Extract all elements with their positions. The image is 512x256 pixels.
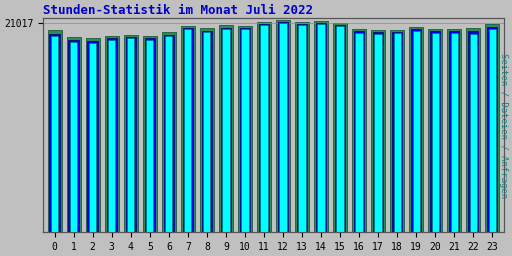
Bar: [317, 24, 325, 232]
Bar: [447, 29, 461, 232]
Bar: [470, 34, 477, 232]
Bar: [371, 30, 385, 232]
Bar: [297, 24, 307, 232]
Bar: [259, 24, 269, 232]
Bar: [411, 29, 421, 232]
Bar: [86, 38, 100, 232]
Bar: [373, 32, 383, 232]
Bar: [200, 28, 214, 232]
Bar: [333, 23, 347, 232]
Bar: [336, 26, 344, 232]
Bar: [88, 41, 98, 232]
Bar: [202, 31, 212, 232]
Bar: [50, 34, 60, 232]
Bar: [106, 38, 117, 232]
Bar: [432, 33, 439, 232]
Bar: [162, 32, 176, 232]
Bar: [352, 29, 366, 232]
Text: Stunden-Statistik im Monat Juli 2022: Stunden-Statistik im Monat Juli 2022: [43, 4, 313, 17]
Bar: [316, 23, 326, 232]
Bar: [203, 32, 210, 232]
Bar: [183, 28, 193, 232]
Bar: [146, 40, 154, 232]
Bar: [89, 43, 96, 232]
Bar: [184, 29, 191, 232]
Bar: [449, 31, 459, 232]
Bar: [390, 30, 404, 232]
Bar: [487, 27, 498, 232]
Bar: [278, 22, 288, 232]
Bar: [260, 25, 268, 232]
Bar: [241, 29, 248, 232]
Bar: [51, 36, 58, 232]
Bar: [451, 33, 458, 232]
Bar: [355, 33, 362, 232]
Bar: [165, 36, 173, 232]
Bar: [67, 37, 81, 232]
Bar: [221, 28, 231, 232]
Bar: [428, 29, 442, 232]
Bar: [144, 38, 155, 232]
Bar: [280, 23, 287, 232]
Bar: [127, 38, 134, 232]
Bar: [104, 36, 119, 232]
Bar: [314, 21, 328, 232]
Bar: [276, 20, 290, 232]
Bar: [392, 32, 402, 232]
Bar: [108, 40, 115, 232]
Bar: [488, 29, 496, 232]
Bar: [222, 29, 229, 232]
Bar: [335, 25, 345, 232]
Bar: [143, 36, 157, 232]
Bar: [413, 31, 420, 232]
Bar: [123, 35, 138, 232]
Bar: [69, 40, 79, 232]
Bar: [181, 26, 195, 232]
Bar: [409, 27, 423, 232]
Bar: [354, 31, 365, 232]
Bar: [374, 34, 382, 232]
Bar: [485, 24, 499, 232]
Bar: [298, 25, 306, 232]
Bar: [70, 42, 77, 232]
Bar: [468, 31, 478, 232]
Bar: [240, 28, 250, 232]
Bar: [219, 25, 233, 232]
Bar: [430, 31, 440, 232]
Bar: [125, 37, 136, 232]
Bar: [164, 35, 174, 232]
Y-axis label: Seiten / Dateien / Anfragen: Seiten / Dateien / Anfragen: [499, 53, 508, 198]
Bar: [257, 22, 271, 232]
Bar: [48, 30, 62, 232]
Bar: [466, 28, 480, 232]
Bar: [238, 26, 252, 232]
Bar: [394, 33, 401, 232]
Bar: [295, 22, 309, 232]
